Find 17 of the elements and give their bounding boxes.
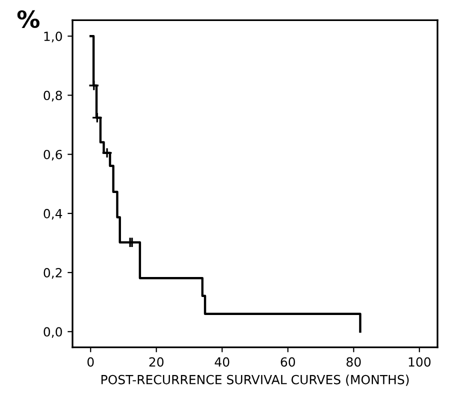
point bbox=[92, 112, 103, 124]
y-axis-title: % bbox=[17, 10, 40, 28]
point bbox=[102, 147, 113, 158]
x-tick-label: 20 bbox=[149, 357, 164, 367]
y-tick-label: 1,0 bbox=[44, 32, 62, 42]
y-tick-label: 0,2 bbox=[44, 268, 62, 279]
y-tick-label: 0,6 bbox=[44, 150, 62, 161]
x-tick-label: 80 bbox=[346, 357, 361, 367]
y-tick-label: 0,8 bbox=[44, 90, 62, 102]
x-tick-label: 60 bbox=[280, 357, 296, 367]
x-tick-label: 100 bbox=[408, 357, 431, 367]
x-tick-label: 40 bbox=[214, 357, 230, 367]
x-axis-title: POST-RECURRENCE SURVIVAL CURVES (MONTHS) bbox=[101, 374, 409, 386]
y-tick-label: 0,0 bbox=[44, 327, 62, 338]
point bbox=[88, 80, 100, 91]
y-tick-label: 0,4 bbox=[44, 208, 62, 220]
x-tick-label: 0 bbox=[87, 357, 94, 367]
